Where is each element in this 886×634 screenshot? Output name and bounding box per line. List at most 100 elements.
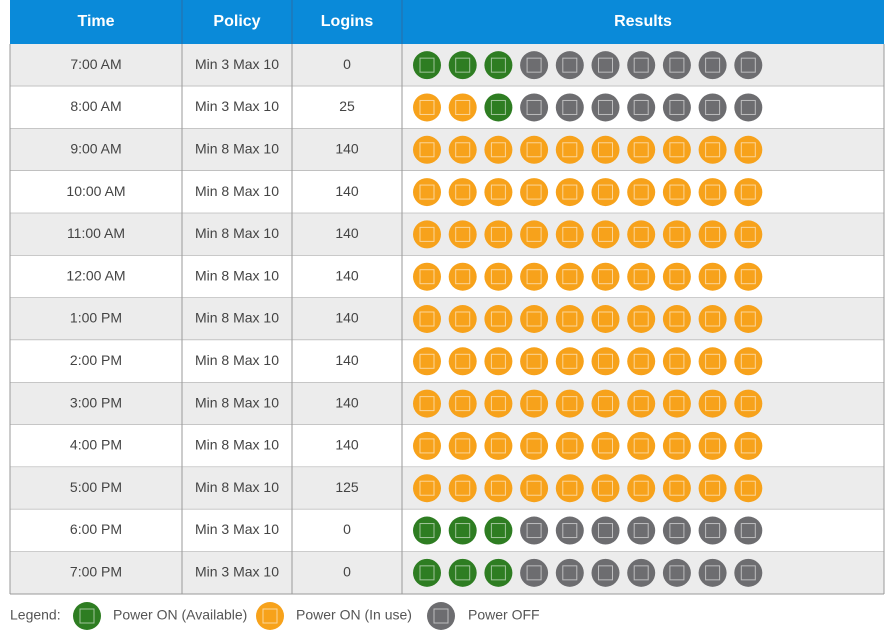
vm-icon-glyph [562, 226, 578, 242]
vm-icon-glyph [490, 57, 506, 73]
vm-status-icon [73, 602, 101, 630]
vm-status-icon [448, 262, 477, 291]
vm-status-icon [520, 516, 549, 545]
vm-icon-glyph [455, 184, 471, 200]
vm-icon-glyph [669, 142, 685, 158]
time-cell: 8:00 AM [70, 98, 121, 114]
vm-icon-glyph [490, 480, 506, 496]
vm-status-icon [627, 93, 656, 122]
vm-icon-glyph [526, 142, 542, 158]
vm-status-icon [734, 51, 763, 80]
policy-cell: Min 8 Max 10 [195, 394, 279, 410]
vm-status-icon [591, 178, 620, 207]
vm-icon-glyph [705, 523, 721, 539]
vm-icon-glyph [562, 396, 578, 412]
vm-icon-glyph [669, 311, 685, 327]
vm-status-icon [520, 305, 549, 333]
vm-status-icon [734, 389, 763, 418]
vm-status-icon [591, 516, 620, 545]
logins-cell: 0 [343, 564, 351, 580]
vm-status-icon [484, 305, 513, 333]
vm-status-icon [484, 389, 513, 418]
time-cell: 10:00 AM [66, 183, 125, 199]
vm-icon-glyph [562, 353, 578, 369]
logins-cell: 125 [335, 479, 359, 495]
time-cell: 7:00 AM [70, 56, 121, 72]
vm-icon-glyph [669, 269, 685, 285]
vm-icon-glyph [705, 142, 721, 158]
vm-status-icon [448, 347, 477, 376]
vm-icon-glyph [633, 523, 649, 539]
vm-icon-glyph [669, 99, 685, 115]
vm-status-icon [448, 135, 477, 164]
logins-cell: 0 [343, 56, 351, 72]
vm-icon-glyph [669, 523, 685, 539]
logins-cell: 140 [335, 352, 359, 368]
vm-status-icon [662, 135, 691, 164]
vm-status-icon [734, 93, 763, 122]
vm-status-icon [555, 220, 584, 249]
vm-icon-glyph [740, 480, 756, 496]
vm-icon-glyph [598, 99, 613, 115]
time-cell: 12:00 AM [66, 267, 125, 283]
vm-status-icon [698, 516, 727, 545]
header-bar [10, 0, 884, 44]
vm-icon-glyph [419, 396, 435, 412]
vm-icon-glyph [455, 438, 471, 454]
vm-status-icon [555, 178, 584, 207]
vm-status-icon [627, 558, 656, 587]
vm-status-icon [520, 51, 549, 80]
vm-icon-glyph [669, 565, 685, 581]
column-header: Policy [213, 13, 260, 30]
vm-status-icon [662, 178, 691, 207]
vm-status-icon [734, 305, 763, 333]
vm-icon-glyph [455, 480, 471, 496]
vm-icon-glyph [419, 57, 435, 73]
vm-status-icon [555, 51, 584, 80]
vm-status-icon [698, 389, 727, 418]
vm-status-icon [627, 305, 656, 333]
logins-cell: 140 [335, 394, 359, 410]
policy-cell: Min 3 Max 10 [195, 564, 279, 580]
vm-icon-glyph [419, 353, 435, 369]
vm-icon-glyph [455, 523, 471, 539]
vm-icon-glyph [526, 226, 542, 242]
vm-status-icon [555, 305, 584, 333]
vm-icon-glyph [562, 57, 578, 73]
vm-status-icon [555, 347, 584, 376]
vm-icon-glyph [705, 353, 721, 369]
vm-icon-glyph [633, 184, 649, 200]
vm-status-icon [555, 431, 584, 460]
vm-icon-glyph [669, 480, 685, 496]
vm-icon-glyph [740, 396, 756, 412]
vm-icon-glyph [562, 565, 578, 581]
time-cell: 5:00 PM [70, 479, 122, 495]
vm-icon-glyph [598, 311, 613, 327]
vm-status-icon [555, 262, 584, 291]
legend-label: Power ON (In use) [296, 607, 412, 623]
legend-title: Legend: [10, 607, 61, 623]
vm-icon-glyph [419, 269, 435, 285]
vm-icon-glyph [598, 226, 613, 242]
vm-status-icon [520, 135, 549, 164]
logins-cell: 140 [335, 225, 359, 241]
vm-icon-glyph [633, 396, 649, 412]
vm-icon-glyph [526, 269, 542, 285]
vm-status-icon [698, 347, 727, 376]
logins-cell: 140 [335, 310, 359, 326]
vm-status-icon [413, 178, 441, 207]
vm-status-icon [627, 178, 656, 207]
vm-status-icon [591, 220, 620, 249]
vm-status-icon [448, 431, 477, 460]
vm-status-icon [734, 431, 763, 460]
vm-icon-glyph [419, 99, 435, 115]
vm-icon-glyph [526, 523, 542, 539]
vm-status-icon [555, 93, 584, 122]
policy-cell: Min 8 Max 10 [195, 352, 279, 368]
vm-status-icon [698, 93, 727, 122]
vm-status-icon [520, 558, 549, 587]
vm-icon-glyph [490, 142, 506, 158]
vm-status-icon [627, 51, 656, 80]
vm-icon-glyph [740, 523, 756, 539]
logins-cell: 25 [339, 98, 355, 114]
